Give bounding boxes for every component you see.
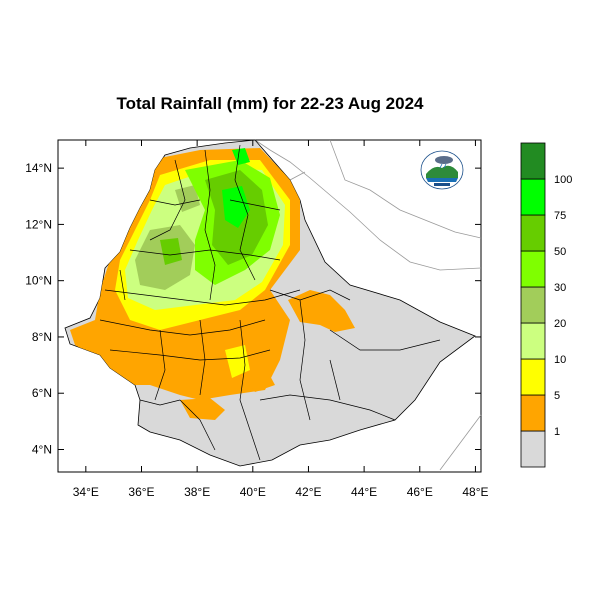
legend-label: 10: [554, 354, 566, 366]
x-tick-label: 36°E: [128, 485, 154, 499]
legend-swatch: [520, 142, 546, 180]
x-tick-label: 38°E: [184, 485, 210, 499]
legend-swatch: [520, 214, 546, 252]
legend-label: 75: [554, 210, 566, 222]
y-tick-label: 8°N: [32, 330, 52, 344]
x-tick-label: 40°E: [240, 485, 266, 499]
y-axis: 14°N 12°N 10°N 8°N 6°N 4°N: [25, 161, 481, 456]
legend-label: 20: [554, 318, 566, 330]
y-tick-label: 14°N: [25, 161, 52, 175]
y-tick-label: 4°N: [32, 442, 52, 456]
legend-swatch: [520, 322, 546, 360]
legend-swatch: [520, 286, 546, 324]
y-tick-label: 6°N: [32, 386, 52, 400]
legend-swatch: [520, 358, 546, 396]
legend-label: 50: [554, 246, 566, 258]
map-title: Total Rainfall (mm) for 22-23 Aug 2024: [116, 94, 424, 113]
y-tick-label: 12°N: [25, 217, 52, 231]
color-legend: 1 5 10 20 30 50 75 100: [520, 142, 572, 468]
x-tick-label: 34°E: [73, 485, 99, 499]
ethiopian-meteorology-institute-logo: [420, 150, 464, 190]
legend-label: 5: [554, 390, 560, 402]
x-tick-label: 48°E: [462, 485, 488, 499]
neighbour-borders: [254, 139, 482, 471]
legend-label: 100: [554, 174, 572, 186]
x-tick-label: 42°E: [295, 485, 321, 499]
y-tick-label: 10°N: [25, 274, 52, 288]
rainfall-field: [70, 148, 355, 420]
legend-swatch: [520, 250, 546, 288]
legend-swatch: [520, 394, 546, 432]
x-tick-label: 44°E: [351, 485, 377, 499]
legend-label: 1: [554, 426, 560, 438]
legend-swatch: [520, 430, 546, 468]
x-axis: 34°E 36°E 38°E 40°E 42°E 44°E 46°E 48°E: [73, 140, 489, 499]
admin-boundaries: [99, 144, 441, 461]
legend-label: 30: [554, 282, 566, 294]
legend-swatch: [520, 178, 546, 216]
x-tick-label: 46°E: [407, 485, 433, 499]
